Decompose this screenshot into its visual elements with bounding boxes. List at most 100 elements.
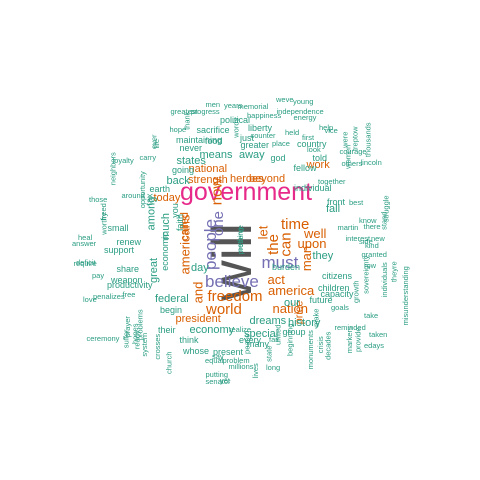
word-crisis: crisis	[315, 336, 325, 354]
word-their: their	[158, 324, 176, 335]
word-first: first	[302, 133, 315, 142]
word-share: share	[116, 263, 140, 274]
word-free: free	[122, 290, 136, 299]
word-make: make	[311, 308, 321, 327]
word-stand: stand	[379, 211, 389, 230]
word-taken: taken	[369, 330, 388, 339]
word-economic: economic	[159, 231, 170, 271]
word-penalizes: penalizes	[93, 292, 125, 301]
word-require: require	[73, 259, 97, 268]
word-realize: realize	[229, 325, 252, 334]
word-world: world	[206, 300, 242, 318]
word-ceremony: ceremony	[86, 334, 120, 343]
word-loyalty: loyalty	[112, 156, 134, 165]
word-there: there	[363, 222, 381, 231]
word-they: they	[312, 249, 334, 262]
word-millions: millions	[228, 362, 254, 371]
word-state: state	[264, 345, 274, 362]
word-history: history	[288, 316, 321, 329]
word-america: america	[268, 282, 315, 298]
word-government: government	[180, 177, 313, 206]
word-putting: putting	[205, 370, 229, 379]
word-never: never	[179, 142, 203, 153]
word-means: means	[199, 148, 233, 161]
word-fair: fair	[269, 335, 280, 344]
word-support: support	[104, 244, 135, 255]
word-others: others	[341, 159, 363, 168]
word-national: national	[188, 162, 228, 175]
word-nation: nation	[272, 300, 308, 316]
word-god: god	[270, 152, 286, 163]
word-today: today	[153, 191, 181, 204]
word-freed: freed	[98, 203, 108, 221]
word-let: let	[255, 225, 271, 239]
word-away: away	[239, 148, 265, 161]
word-special: special	[244, 327, 279, 340]
word-opportunity: opportunity	[137, 171, 147, 209]
word-energy: energy	[293, 113, 317, 122]
word-freedom: freedom	[207, 287, 263, 305]
word-group: group	[282, 326, 306, 337]
word-know: know	[359, 216, 377, 225]
word-children: children	[318, 282, 350, 293]
word-granted: granted	[361, 250, 387, 259]
word-man: man	[298, 245, 314, 271]
word-decades: decades	[323, 331, 333, 360]
word-act: act	[267, 271, 285, 287]
word-day: day	[191, 261, 209, 274]
word-going: going	[172, 164, 195, 175]
word-provide: provide	[353, 327, 363, 353]
word-must: must	[261, 252, 299, 272]
word-men: men	[205, 100, 221, 109]
word-heal: heal	[78, 233, 93, 242]
word-edays: edays	[364, 341, 385, 350]
word-lives: lives	[250, 363, 260, 379]
word-together: together	[318, 177, 346, 186]
word-crosses: crosses	[153, 333, 163, 360]
word-progress: progress	[190, 107, 220, 116]
word-words: words	[231, 117, 241, 138]
word-sacrifice: sacrifice	[196, 124, 230, 135]
word-take: take	[364, 311, 379, 320]
word-say: say	[212, 352, 224, 361]
word-theyre: theyre	[389, 261, 399, 283]
word-united: united	[273, 324, 283, 345]
word-well: well	[304, 225, 327, 241]
word-misunderstanding: misunderstanding	[400, 266, 410, 326]
word-prayer: prayer	[122, 316, 132, 338]
word-held: held	[285, 128, 300, 137]
word-kind: kind	[365, 241, 379, 250]
word-individuals: individuals	[379, 262, 389, 298]
word-pay: pay	[92, 271, 105, 280]
word-independence: independence	[276, 107, 324, 116]
word-reminded: reminded	[334, 323, 366, 332]
word-federal: federal	[155, 292, 189, 305]
word-individual: individual	[294, 182, 332, 193]
word-political: political	[220, 114, 251, 125]
word-those: those	[89, 195, 108, 204]
word-small: small	[107, 222, 129, 233]
word-greatest: greatest	[170, 107, 198, 116]
word-strength: strength	[188, 173, 228, 186]
word-beginning: beginning	[285, 323, 295, 357]
word-memorial: memorial	[237, 102, 269, 111]
word-problem: problem	[222, 356, 250, 365]
word-heroes: heroes	[230, 172, 264, 185]
word-and: and	[190, 281, 206, 303]
word-our: our	[284, 296, 300, 309]
word-nothing: nothing	[235, 227, 245, 253]
word-equal: equal	[205, 356, 224, 365]
word-just: just	[240, 132, 255, 143]
word-deficit: deficit	[76, 258, 96, 267]
word-martin: martin	[337, 223, 359, 232]
word-side: side	[359, 237, 373, 246]
word-look: look	[307, 145, 321, 154]
word-every: every	[239, 334, 262, 345]
word-work: work	[306, 158, 330, 171]
word-great: great	[147, 257, 160, 283]
word-beyond: beyond	[249, 172, 286, 185]
word-peace: peace	[242, 333, 252, 354]
word-weapon: weapon	[111, 274, 143, 285]
